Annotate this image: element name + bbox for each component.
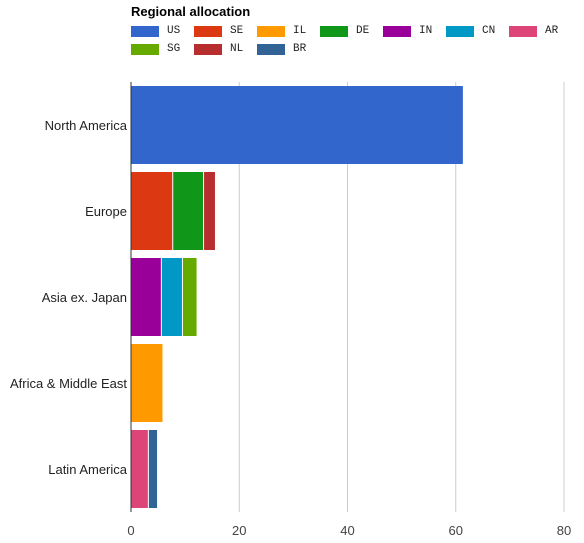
x-tick-label: 60 [449,523,463,538]
legend-label: BR [293,43,307,55]
category-label: Africa & Middle East [10,376,127,391]
legend-label: AR [545,25,559,37]
bar-de-europe[interactable] [173,172,204,250]
legend-swatch [383,25,411,37]
x-tick-label: 80 [557,523,571,538]
legend-label: SE [230,25,244,37]
legend-label: CN [482,25,496,37]
x-tick-label: 20 [232,523,246,538]
category-label: Europe [85,204,127,219]
legend-item-ar[interactable]: AR [509,24,558,38]
legend-label: DE [356,25,370,37]
bar-cn-asia-ex-japan[interactable] [161,258,182,336]
legend-item-cn[interactable]: CN [446,24,495,38]
chart-title: Regional allocation [131,4,251,19]
legend-swatch [257,43,285,55]
bar-sg-asia-ex-japan[interactable] [182,258,197,336]
legend: US SE IL DE IN CN AR SG NL BR [131,24,571,64]
legend-swatch [194,43,222,55]
legend-swatch [131,43,159,55]
legend-label: IN [419,25,433,37]
legend-item-il[interactable]: IL [257,24,306,38]
legend-item-us[interactable]: US [131,24,180,38]
bar-se-europe[interactable] [131,172,173,250]
bar-ar-latin-america[interactable] [131,430,148,508]
legend-swatch [446,25,474,37]
legend-swatch [320,25,348,37]
x-tick-label: 0 [127,523,134,538]
category-label: North America [45,118,128,133]
bar-nl-europe[interactable] [204,172,215,250]
category-label: Asia ex. Japan [42,290,127,305]
legend-swatch [131,25,159,37]
legend-label: IL [293,25,307,37]
category-label: Latin America [48,462,128,477]
legend-item-nl[interactable]: NL [194,42,243,56]
x-tick-label: 40 [340,523,354,538]
bar-in-asia-ex-japan[interactable] [131,258,161,336]
legend-label: US [167,25,181,37]
legend-item-in[interactable]: IN [383,24,432,38]
legend-swatch [194,25,222,37]
legend-swatch [257,25,285,37]
legend-item-sg[interactable]: SG [131,42,180,56]
legend-item-de[interactable]: DE [320,24,369,38]
bar-br-latin-america[interactable] [148,430,158,508]
legend-swatch [509,25,537,37]
legend-label: SG [167,43,181,55]
legend-item-br[interactable]: BR [257,42,306,56]
bar-il-africa-middle-east[interactable] [131,344,163,422]
bar-us-north-america[interactable] [131,86,463,164]
legend-item-se[interactable]: SE [194,24,243,38]
legend-label: NL [230,43,244,55]
